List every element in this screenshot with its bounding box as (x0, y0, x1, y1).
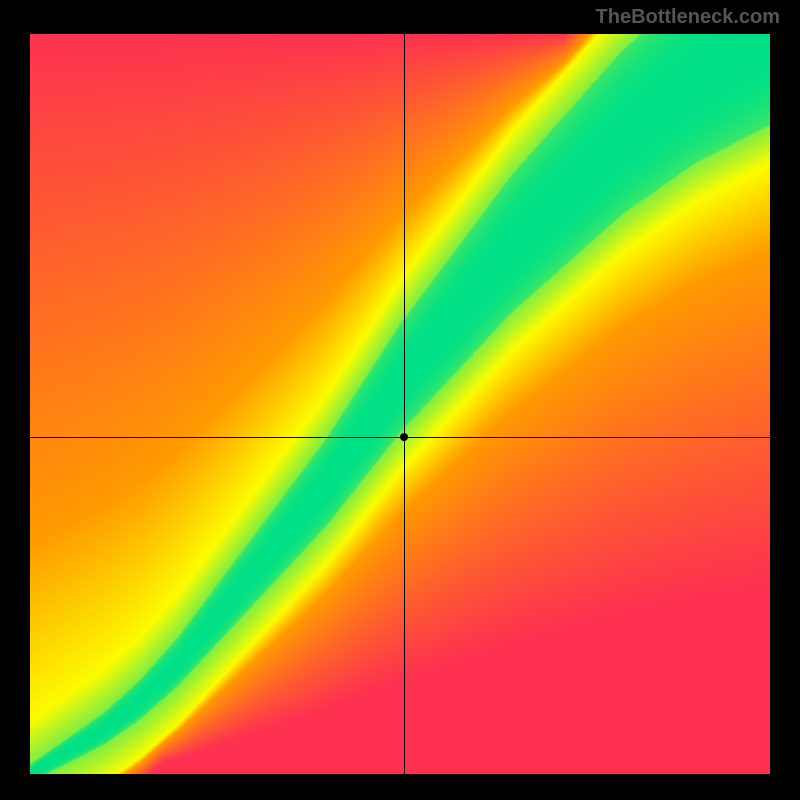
chart-container: TheBottleneck.com (0, 0, 800, 800)
plot-area (30, 34, 770, 774)
crosshair-vertical (404, 34, 405, 774)
watermark-text: TheBottleneck.com (596, 6, 780, 29)
marker-dot (400, 433, 408, 441)
bottleneck-heatmap (30, 34, 770, 774)
